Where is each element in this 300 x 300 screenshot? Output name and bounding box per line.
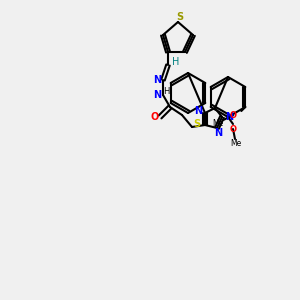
Text: Me: Me: [230, 140, 242, 148]
Text: N: N: [194, 106, 202, 116]
Text: Me: Me: [213, 118, 224, 127]
Text: S: S: [176, 12, 184, 22]
Text: O: O: [230, 110, 237, 119]
Text: H: H: [172, 57, 180, 67]
Text: O: O: [230, 124, 236, 134]
Text: N: N: [214, 128, 222, 138]
Text: H: H: [163, 88, 169, 97]
Text: S: S: [194, 119, 201, 129]
Text: N: N: [225, 112, 233, 122]
Text: N: N: [153, 90, 161, 100]
Text: O: O: [151, 112, 159, 122]
Text: N: N: [153, 75, 161, 85]
